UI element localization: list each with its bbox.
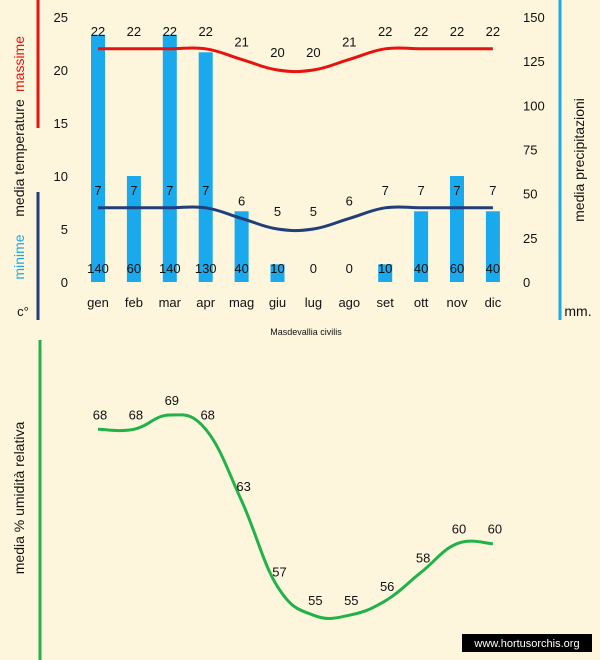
right-axis-tick: 50 — [523, 187, 537, 202]
precip-bar-gen — [91, 34, 105, 283]
left-axis-tick: 5 — [61, 222, 68, 237]
bottom-chart-background — [0, 325, 600, 660]
left-axis-label-max: massime — [11, 36, 27, 92]
precip-bar-feb — [126, 176, 141, 282]
max-temp-line — [98, 46, 493, 74]
max-temp-label: 22 — [378, 24, 392, 39]
humidity-label: 56 — [380, 579, 394, 594]
month-label-dic: dic — [485, 295, 502, 310]
precip-label: 10 — [378, 261, 392, 276]
right-axis-unit: mm. — [564, 303, 591, 319]
humidity-label: 58 — [416, 550, 430, 565]
month-label-gen: gen — [87, 295, 109, 310]
precip-label: 40 — [414, 261, 428, 276]
max-temp-label: 21 — [342, 34, 356, 49]
min-temp-label: 7 — [417, 183, 424, 198]
max-temp-label: 22 — [163, 24, 177, 39]
max-temp-label: 22 — [91, 24, 105, 39]
humidity-label: 63 — [236, 479, 250, 494]
precip-label: 130 — [195, 261, 217, 276]
month-label-feb: feb — [125, 295, 143, 310]
precip-bar-ott — [414, 211, 429, 282]
precip-label: 0 — [310, 261, 317, 276]
right-axis-tick: 100 — [523, 98, 545, 113]
humidity-label: 60 — [488, 522, 502, 537]
precip-bar-nov — [450, 176, 464, 282]
right-axis-label: media precipitazioni — [571, 98, 587, 222]
humidity-label: 55 — [308, 593, 322, 608]
min-temp-label: 7 — [382, 183, 389, 198]
chart-title: Masdevallia civilis — [270, 327, 342, 337]
humidity-label: 55 — [344, 593, 358, 608]
watermark: www.hortusorchis.org — [473, 638, 579, 650]
humidity-label: 69 — [165, 393, 179, 408]
min-temp-line — [97, 205, 493, 233]
humidity-label: 68 — [93, 407, 107, 422]
min-temp-label: 7 — [166, 183, 173, 198]
min-temp-label: 7 — [453, 183, 460, 198]
precip-bar-set — [378, 264, 393, 282]
max-temp-label: 21 — [234, 34, 248, 49]
precip-bar-mar — [162, 34, 177, 283]
month-label-apr: apr — [196, 295, 215, 310]
right-axis-tick: 125 — [523, 54, 545, 69]
precip-bar-dic — [485, 211, 500, 282]
humidity-label: 68 — [200, 407, 214, 422]
right-axis-tick: 0 — [523, 275, 530, 290]
right-axis-tick: 25 — [523, 231, 537, 246]
precip-label: 40 — [234, 261, 248, 276]
left-axis-label-media: media temperature — [11, 99, 27, 217]
min-temp-label: 5 — [274, 204, 281, 219]
max-temp-label: 22 — [198, 24, 212, 39]
precip-label: 0 — [346, 261, 353, 276]
right-axis-tick: 150 — [523, 10, 545, 25]
precip-label: 40 — [486, 261, 500, 276]
max-temp-label: 22 — [486, 24, 500, 39]
month-label-giu: giu — [269, 295, 286, 310]
max-temp-label: 22 — [414, 24, 428, 39]
max-temp-label: 20 — [306, 45, 320, 60]
month-label-mag: mag — [229, 295, 254, 310]
precip-label: 60 — [127, 261, 141, 276]
left-axis-tick: 25 — [54, 10, 68, 25]
humidity-label: 68 — [129, 407, 143, 422]
left-axis-tick: 0 — [61, 275, 68, 290]
max-temp-label: 20 — [270, 45, 284, 60]
precip-bar-giu — [270, 264, 285, 282]
left-axis-tick: 10 — [54, 169, 68, 184]
humidity-label: 60 — [452, 522, 466, 537]
precip-bar-mag — [234, 211, 249, 282]
min-temp-label: 6 — [238, 193, 245, 208]
watermark-background — [462, 634, 592, 652]
precip-label: 10 — [270, 261, 284, 276]
right-axis-tick: 75 — [523, 143, 537, 158]
min-temp-label: 5 — [310, 204, 317, 219]
precip-bar-apr — [198, 52, 213, 282]
month-label-nov: nov — [447, 295, 468, 310]
humidity-line — [97, 413, 493, 620]
precip-label: 140 — [159, 261, 181, 276]
month-label-ago: ago — [338, 295, 360, 310]
top-chart-background — [0, 0, 600, 325]
min-temp-label: 7 — [202, 183, 209, 198]
month-label-set: set — [377, 295, 395, 310]
min-temp-label: 6 — [346, 193, 353, 208]
month-label-mar: mar — [159, 295, 182, 310]
min-temp-label: 7 — [94, 183, 101, 198]
left-axis-label-min: minime — [11, 234, 27, 279]
max-temp-label: 22 — [450, 24, 464, 39]
left-axis-unit: c° — [17, 304, 29, 319]
humidity-axis-label: media % umidità relativa — [11, 422, 27, 575]
max-temp-label: 22 — [127, 24, 141, 39]
humidity-label: 57 — [272, 565, 286, 580]
min-temp-label: 7 — [130, 183, 137, 198]
left-axis-tick: 20 — [54, 63, 68, 78]
min-temp-label: 7 — [489, 183, 496, 198]
precip-label: 60 — [450, 261, 464, 276]
left-axis-tick: 15 — [54, 116, 68, 131]
month-label-ott: ott — [414, 295, 429, 310]
precip-label: 140 — [87, 261, 109, 276]
month-label-lug: lug — [305, 295, 322, 310]
